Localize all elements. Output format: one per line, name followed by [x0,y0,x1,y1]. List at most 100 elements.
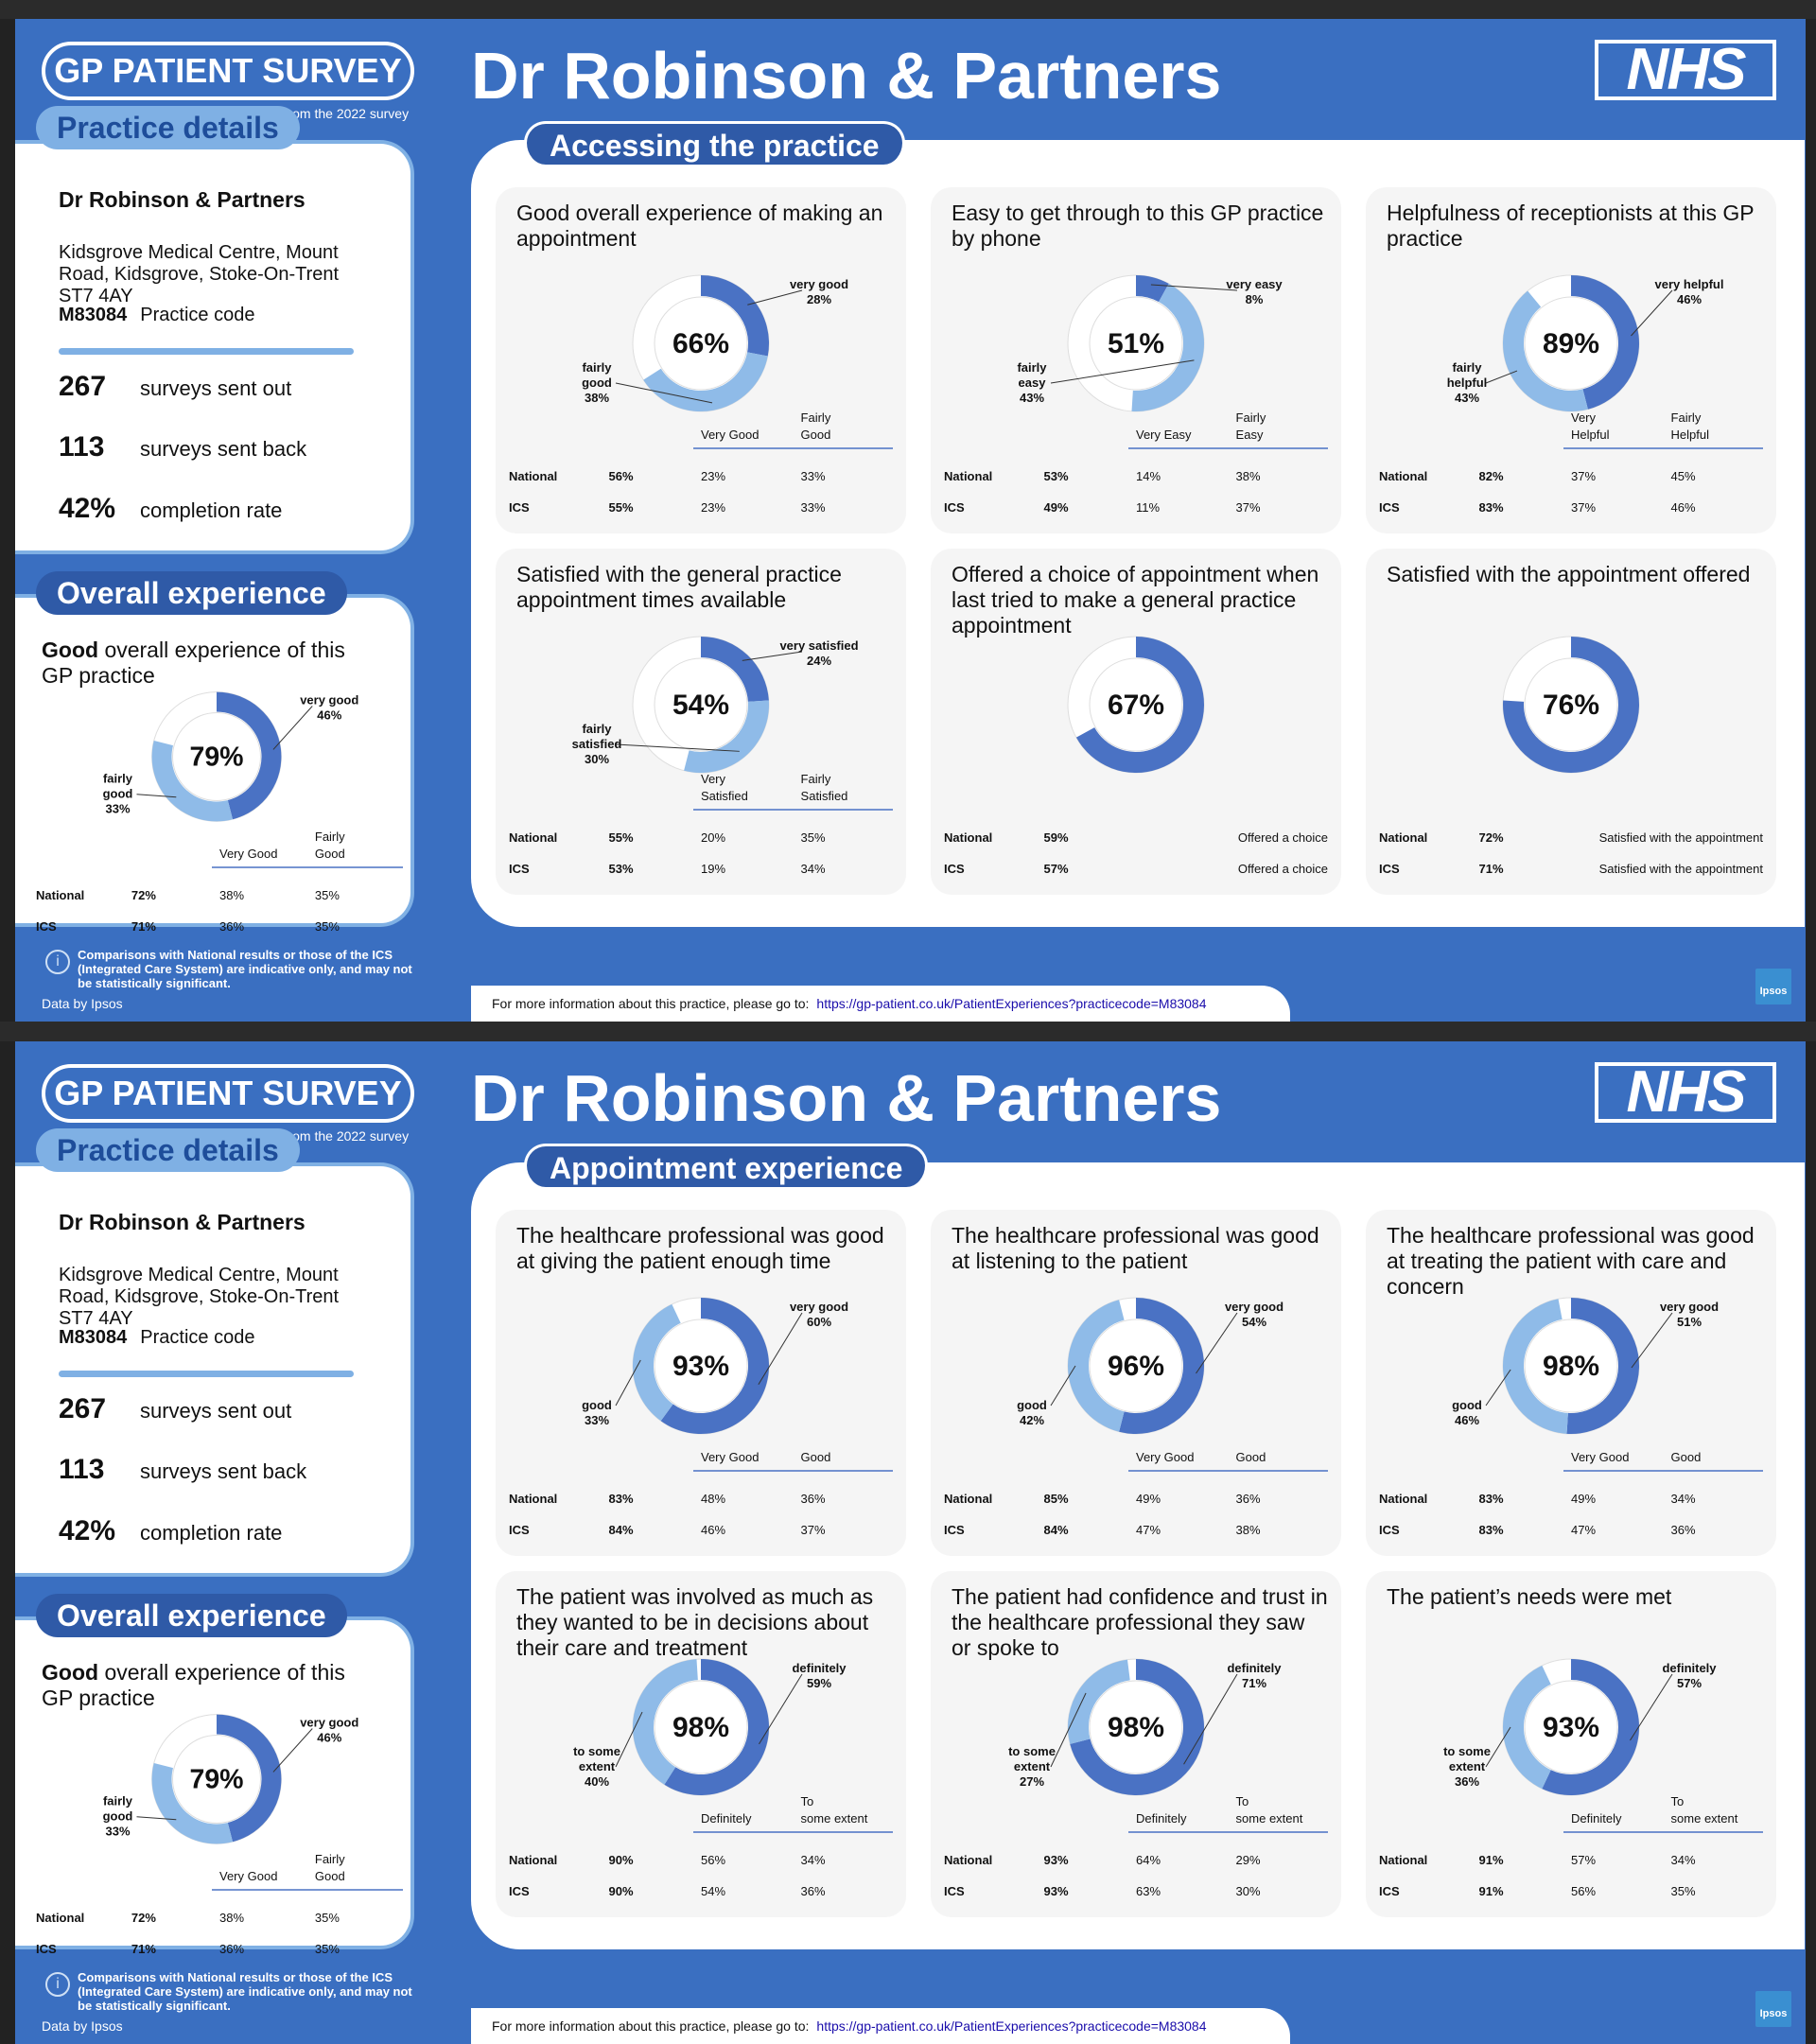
column-header: Definitely [1571,1811,1622,1826]
column-header: some extent [1671,1811,1738,1826]
survey-card: Satisfied with the general practice appo… [496,549,906,895]
donut-chart: 89%very helpful46%fairlyhelpful43%VeryHe… [1379,274,1763,515]
dark-segment-label: 51% [1677,1315,1702,1329]
row-label: ICS [1379,1523,1400,1537]
light-segment-label: fairly [582,722,612,736]
light-segment-label: extent [1014,1759,1051,1773]
donut-hole [654,1319,748,1413]
stat-sent-out: 267 surveys sent out [59,371,291,403]
donut-segment-dark [1136,275,1169,303]
light-segment-label: easy [1019,376,1047,390]
survey-badge: GP PATIENT SURVEY [42,1064,414,1123]
nhs-logo-text: NHS [1598,1063,1772,1122]
practice-url-link[interactable]: https://gp-patient.co.uk/PatientExperien… [816,996,1207,1011]
leader-line [759,1673,803,1745]
page-accessing-the-practice: GP PATIENT SURVEY Results from the 2022 … [0,19,1816,1022]
light-segment-label: to some [1443,1744,1491,1758]
survey-card: Offered a choice of appointment when las… [931,549,1341,895]
donut-hole [1524,1680,1618,1774]
row-label: ICS [1379,1884,1400,1898]
donut-hole [1089,1680,1183,1774]
light-segment-label: 40% [585,1774,609,1789]
row-value: 30% [1236,1884,1261,1898]
card-title: Helpfulness of receptionists at this GP … [1387,201,1755,251]
light-segment-label: good [1452,1398,1482,1412]
dark-segment-label: very good [790,277,848,291]
overall-experience-rest: overall experience of this GP practice [42,638,345,688]
row-value: 46% [1671,500,1696,515]
row-value: 36% [1236,1492,1261,1506]
row-value: 47% [1136,1523,1161,1537]
donut-percent: 79% [189,1765,243,1795]
stat-completion-rate: 42% completion rate [59,1515,282,1547]
donut-segment-light [633,1303,681,1422]
row-total: 71% [131,919,156,934]
leader-line [615,1711,643,1768]
stat-value: 42% [59,1515,116,1546]
column-header: Satisfied [801,789,848,803]
section-tab: Appointment experience [524,1144,929,1187]
donut-hole [172,1735,261,1824]
survey-card: The healthcare professional was good at … [931,1210,1341,1556]
column-header: Very Good [701,1450,759,1464]
row-label: ICS [36,1942,57,1956]
row-label: National [509,469,557,483]
column-header: Fairly [1671,411,1702,425]
leader-line [1183,1673,1238,1765]
row-value: 49% [1136,1492,1161,1506]
row-value: 36% [801,1492,826,1506]
stat-sent-back: 113 surveys sent back [59,431,306,463]
row-label: National [509,1853,557,1867]
row-label: National [1379,469,1427,483]
dark-segment-label: 24% [807,654,831,668]
dark-segment-label: 8% [1246,292,1264,306]
light-segment-label: extent [1449,1759,1486,1773]
info-text: Comparisons with National results or tho… [78,948,412,990]
row-label: National [36,888,84,902]
leader-line [747,289,803,306]
column-header: Very Good [1571,1450,1629,1464]
column-header: Good [1236,1450,1266,1464]
donut-percent: 66% [672,328,729,359]
row-total: 83% [1479,1492,1504,1506]
ipsos-logo: Ipsos [1755,1991,1791,2027]
row-label: ICS [509,1523,530,1537]
row-value: 49% [1571,1492,1596,1506]
dark-segment-label: very good [1660,1300,1719,1314]
light-segment-label: fairly [1017,360,1047,375]
report-page: GP PATIENT SURVEY Results from the 2022 … [15,19,1806,1022]
light-segment-label: 43% [1020,391,1044,405]
row-value: 45% [1671,469,1696,483]
row-value: 38% [219,888,244,902]
row-value: 38% [219,1911,244,1925]
row-value: 11% [1136,500,1160,515]
practice-code-label: Practice code [140,305,255,325]
row-label: National [1379,830,1427,845]
donut-hole [654,657,748,752]
card-title: The patient had confidence and trust in … [952,1584,1328,1660]
row-total: 82% [1479,469,1504,483]
practice-url-link[interactable]: https://gp-patient.co.uk/PatientExperien… [816,2018,1207,2034]
row-total: 83% [609,1492,634,1506]
row-total: 55% [609,500,634,515]
leader-line [1631,289,1673,337]
leader-line [1485,370,1518,384]
donut-segment-light [684,700,769,773]
row-value: 64% [1136,1853,1161,1867]
donut-segment-dark [701,275,769,357]
row-value: 35% [315,1942,340,1956]
donut-segment-dark [1119,1298,1204,1434]
row-value: 35% [315,1911,340,1925]
divider [59,1371,354,1377]
dark-segment-label: very good [300,693,358,708]
practice-name: Dr Robinson & Partners [59,1210,306,1234]
row-total: 72% [131,888,156,902]
row-label: ICS [944,862,965,876]
column-header: Good [1671,1450,1702,1464]
